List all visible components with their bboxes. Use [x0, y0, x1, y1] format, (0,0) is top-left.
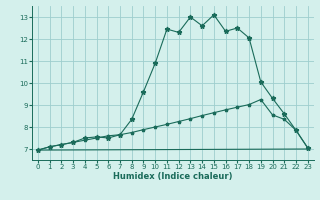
X-axis label: Humidex (Indice chaleur): Humidex (Indice chaleur)	[113, 172, 233, 181]
